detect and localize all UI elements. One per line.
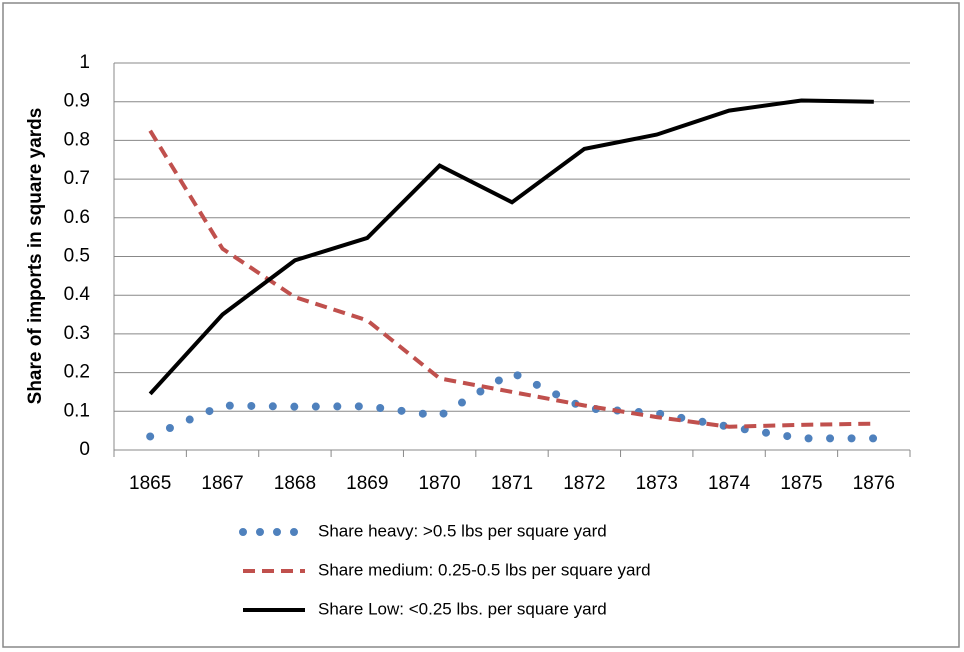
legend-label: Share Low: <0.25 lbs. per square yard: [318, 599, 607, 618]
y-tick-label: 0.8: [64, 129, 90, 150]
data-line: [146, 368, 878, 443]
data-line: [148, 129, 874, 429]
x-tick-label: 1867: [201, 473, 243, 494]
y-tick-label: 0.6: [64, 207, 90, 228]
y-tick-label: 0.7: [64, 168, 90, 189]
y-tick-label: 0.2: [64, 362, 90, 383]
x-tick-label: 1871: [491, 473, 533, 494]
x-tick-label: 1876: [853, 473, 895, 494]
y-tick-label: 0.5: [64, 246, 90, 267]
y-tick-label: 0: [79, 439, 90, 460]
x-tick-label: 1875: [780, 473, 822, 494]
x-tick-label: 1873: [636, 473, 678, 494]
legend-label: Share heavy: >0.5 lbs per square yard: [318, 521, 607, 540]
y-tick-label: 0.9: [64, 91, 90, 112]
y-tick-label: 0.1: [64, 400, 90, 421]
x-tick-label: 1870: [418, 473, 460, 494]
x-tick-label: 1872: [563, 473, 605, 494]
y-axis-title: Share of imports in square yards: [25, 108, 46, 405]
y-tick-label: 0.3: [64, 323, 90, 344]
data-line: [148, 98, 874, 396]
x-tick-label: 1874: [708, 473, 751, 494]
x-tick-label: 1868: [274, 473, 316, 494]
y-tick-label: 1: [79, 52, 90, 73]
x-tick-label: 1869: [346, 473, 388, 494]
legend-label: Share medium: 0.25-0.5 lbs per square ya…: [318, 560, 651, 579]
x-tick-label: 1865: [129, 473, 171, 494]
y-tick-label: 0.4: [64, 284, 91, 305]
